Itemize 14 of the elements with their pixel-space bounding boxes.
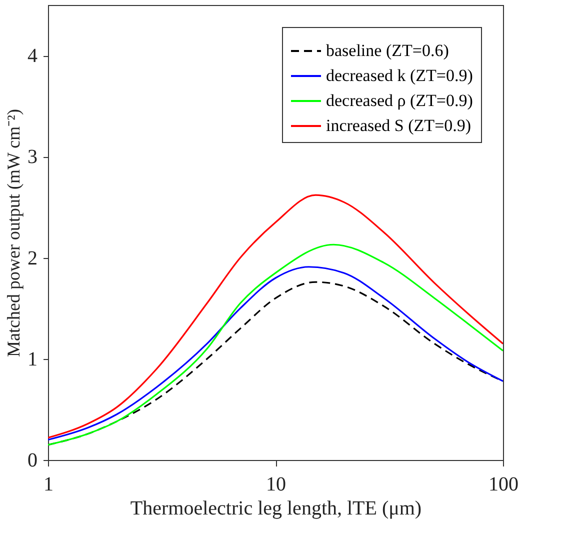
x-axis-title: Thermoelectric leg length, lTE (μm) <box>130 498 422 520</box>
y-tick-label: 1 <box>28 348 38 370</box>
y-axis-title: Matched power output (mW cm⁻²) <box>4 108 24 357</box>
legend-label: baseline (ZT=0.6) <box>326 41 449 60</box>
x-tick-label: 10 <box>266 474 286 496</box>
legend-label: decreased k (ZT=0.9) <box>326 66 473 85</box>
y-tick-label: 0 <box>28 450 38 472</box>
x-tick-label: 100 <box>488 474 518 496</box>
legend-label: increased S (ZT=0.9) <box>326 116 472 135</box>
y-tick-label: 3 <box>28 146 38 168</box>
legend-label: decreased ρ (ZT=0.9) <box>326 91 473 110</box>
y-tick-label: 4 <box>28 45 38 68</box>
x-tick-label: 1 <box>44 474 54 496</box>
y-tick-label: 2 <box>28 247 38 270</box>
